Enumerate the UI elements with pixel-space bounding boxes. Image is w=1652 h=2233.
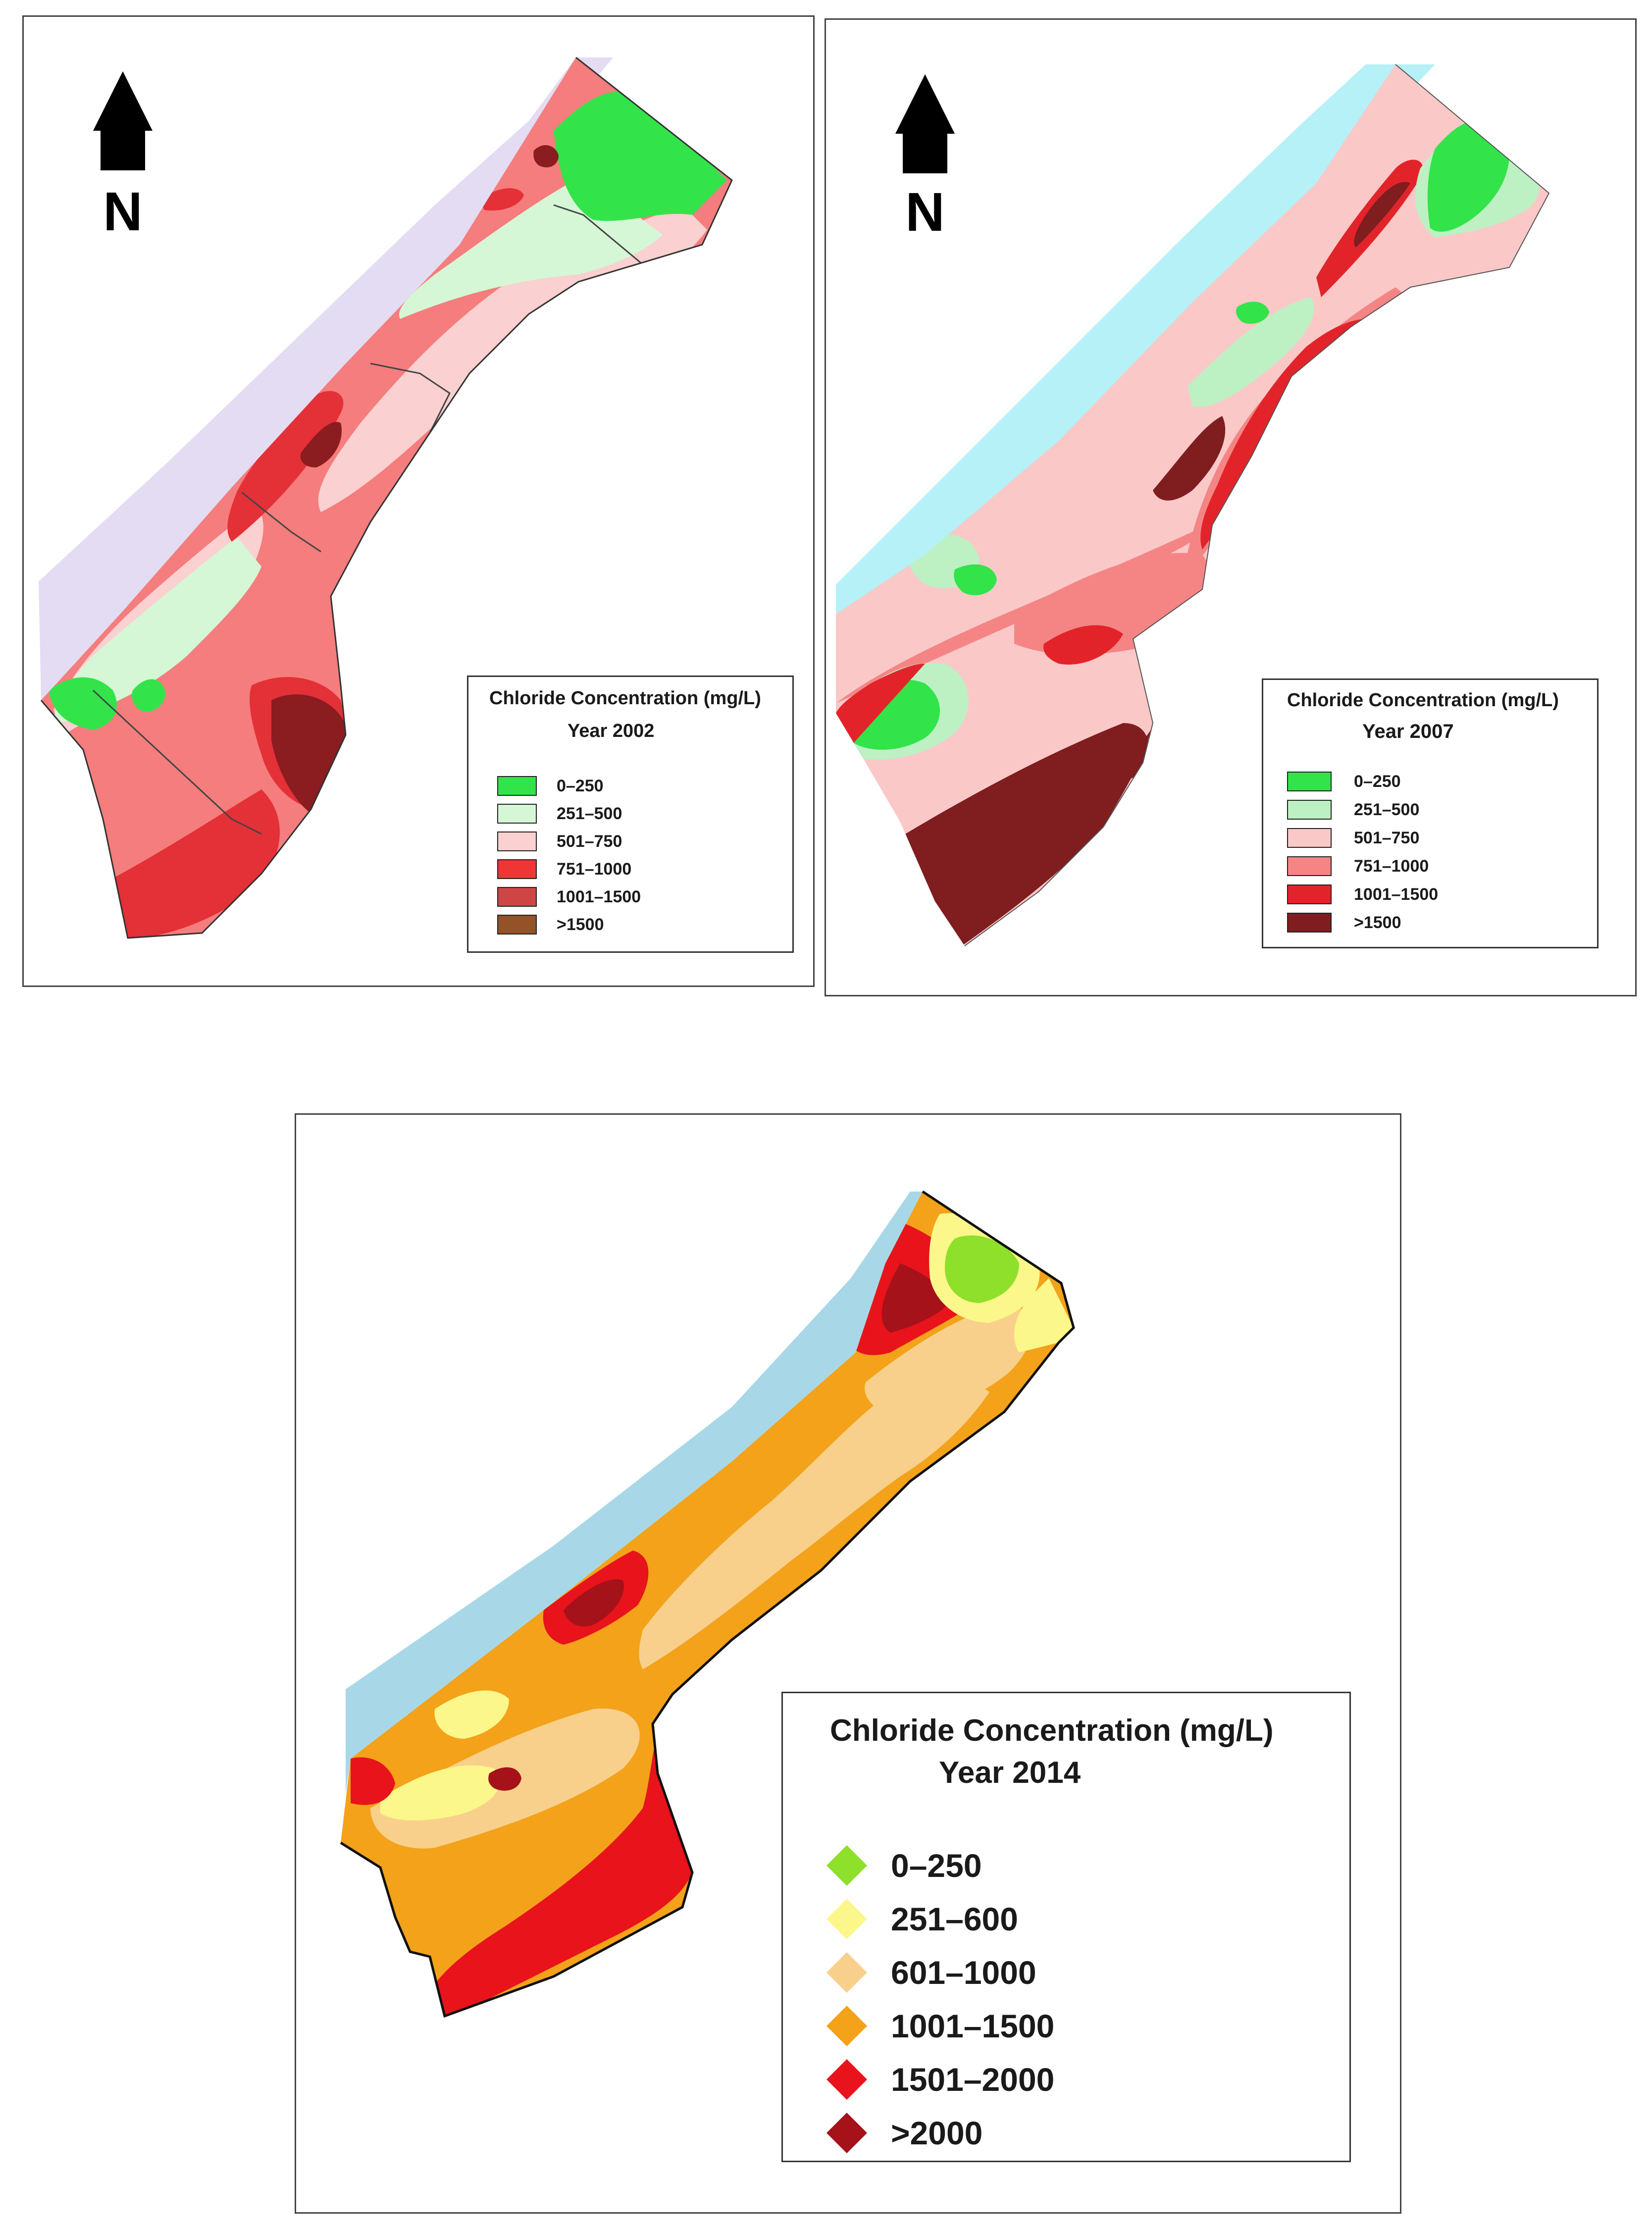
legend-year: Year 2002 [568,721,655,741]
legend-label: 1501–2000 [891,2061,1055,2098]
legend-label: 251–500 [1354,800,1420,819]
legend-row: 751–1000 [497,859,631,879]
legend-title: Chloride Concentration (mg/L) [830,1714,1274,1748]
land-border [40,56,733,939]
legend-row: 251–600 [826,1898,1018,1940]
map-panel-2007: N Chloride Concentration (mg/L) Year 200… [825,18,1637,996]
sea-area [39,57,613,700]
land-border [964,64,1550,946]
legend-label: 501–750 [557,831,622,851]
legend-swatch [1287,913,1332,933]
legend-label: 251–500 [557,804,622,823]
legend-title: Chloride Concentration (mg/L) [489,688,761,709]
legend-label: 0–250 [891,1847,982,1884]
legend-row: 751–1000 [1287,856,1429,876]
legend-label: 0–250 [1354,772,1401,791]
legend-row: 251–500 [1287,800,1419,820]
north-arrow-icon [93,71,153,170]
legend-swatch [497,915,537,935]
legend-row: 1501–2000 [826,2059,1055,2100]
legend-row: 251–500 [497,804,622,824]
legend-label: 501–750 [1354,828,1420,847]
legend-row: >2000 [826,2112,983,2154]
legend-label: 1001–1500 [557,887,641,906]
legend-swatch [1287,884,1332,904]
legend-label: 601–1000 [891,1954,1036,1991]
legend-label: 1001–1500 [1354,884,1439,904]
legend-row: 1001–1500 [1287,884,1438,904]
legend-year: Year 2014 [939,1756,1081,1790]
legend-label: 1001–1500 [891,2008,1055,2044]
legend-swatch [497,831,537,851]
legend-swatch [826,1898,868,1940]
legend-row: 501–750 [1287,828,1419,848]
legend-label: 251–600 [891,1901,1018,1937]
legend-row: >1500 [497,915,604,935]
legend-row: 601–1000 [826,1952,1036,1993]
legend-year: Year 2007 [1362,721,1454,742]
legend-title: Chloride Concentration (mg/L) [1287,690,1559,711]
legend-row: 1001–1500 [826,2005,1055,2047]
legend-label: >1500 [1354,913,1401,932]
chloride-map-2002 [39,56,733,939]
north-label: N [103,181,143,242]
legend-swatch [826,2005,868,2047]
legend-label: >2000 [891,2115,983,2151]
map-panel-2002: N Chloride Concentration (mg/L) Year 200… [22,15,815,987]
legend-swatch [497,804,537,824]
legend-swatch [497,859,537,879]
legend-row: 0–250 [1287,772,1401,791]
legend-swatch [826,1952,868,1993]
legend-swatch [826,2112,868,2154]
district-boundaries [92,204,643,835]
sea-area [346,1192,923,1793]
legend-swatch [1287,772,1332,791]
map-panel-2014: Chloride Concentration (mg/L) Year 2014 … [295,1113,1401,2214]
legend-2014: Chloride Concentration (mg/L) Year 2014 … [781,1692,1351,2162]
legend-row: 1001–1500 [497,887,641,907]
legend-label: 751–1000 [557,859,632,879]
legend-2002: Chloride Concentration (mg/L) Year 2002 … [467,675,794,953]
legend-swatch [1287,828,1332,848]
legend-swatch [826,1845,868,1886]
legend-swatch [1287,856,1332,876]
land-border [340,1190,1075,2018]
legend-swatch [497,776,537,796]
legend-2007: Chloride Concentration (mg/L) Year 2007 … [1262,678,1599,948]
legend-row: 0–250 [497,776,604,796]
legend-swatch [826,2059,868,2100]
legend-swatch [497,887,537,907]
legend-label: >1500 [557,915,604,934]
legend-row: >1500 [1287,913,1401,933]
legend-row: 501–750 [497,831,622,851]
legend-label: 0–250 [557,776,604,795]
north-label: N [905,182,945,243]
legend-swatch [1287,800,1332,820]
legend-label: 751–1000 [1354,856,1429,876]
legend-row: 0–250 [826,1845,982,1886]
north-arrow-icon [895,74,955,173]
